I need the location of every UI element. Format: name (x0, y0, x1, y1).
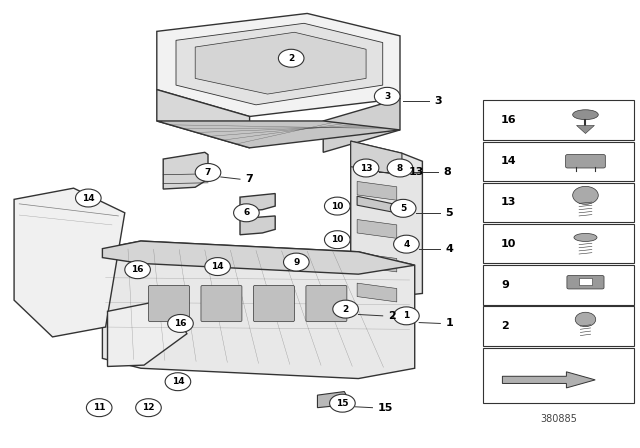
Polygon shape (163, 152, 208, 189)
Bar (579, 278, 592, 285)
Text: 7: 7 (205, 168, 211, 177)
Polygon shape (102, 241, 415, 379)
Polygon shape (14, 188, 125, 337)
Circle shape (394, 235, 419, 253)
Text: 1: 1 (403, 311, 410, 320)
Polygon shape (240, 216, 275, 235)
Polygon shape (357, 220, 397, 238)
Text: 3: 3 (434, 96, 442, 106)
Text: 2: 2 (288, 54, 294, 63)
Circle shape (374, 87, 400, 105)
Circle shape (284, 253, 309, 271)
Text: 12: 12 (142, 403, 155, 412)
Text: 10: 10 (331, 202, 344, 211)
Bar (483, 142, 634, 181)
Text: 380885: 380885 (540, 414, 577, 424)
Polygon shape (577, 125, 595, 134)
Bar (483, 306, 634, 346)
Circle shape (76, 189, 101, 207)
Circle shape (168, 314, 193, 332)
Text: 13: 13 (408, 168, 424, 177)
Circle shape (387, 159, 413, 177)
Polygon shape (157, 13, 400, 116)
Text: 16: 16 (131, 265, 144, 274)
FancyBboxPatch shape (201, 285, 242, 322)
Text: 11: 11 (93, 403, 106, 412)
Text: 2: 2 (388, 311, 396, 321)
Text: 16: 16 (174, 319, 187, 328)
Text: 15: 15 (378, 403, 393, 413)
Text: 4: 4 (403, 240, 410, 249)
Text: 7: 7 (245, 174, 253, 184)
Bar (483, 348, 634, 403)
Circle shape (333, 300, 358, 318)
Circle shape (390, 199, 416, 217)
Polygon shape (157, 90, 250, 148)
Circle shape (573, 186, 598, 204)
Text: 13: 13 (501, 198, 516, 207)
Polygon shape (317, 392, 349, 408)
Text: 13: 13 (360, 164, 372, 172)
Circle shape (165, 373, 191, 391)
Circle shape (330, 394, 355, 412)
Text: 9: 9 (501, 280, 509, 290)
Text: 14: 14 (172, 377, 184, 386)
Text: 2: 2 (501, 321, 509, 331)
Circle shape (324, 231, 350, 249)
Text: 8: 8 (444, 168, 451, 177)
Bar (483, 265, 634, 305)
Bar (483, 100, 634, 140)
Text: 5: 5 (400, 204, 406, 213)
Text: 8: 8 (397, 164, 403, 172)
Circle shape (125, 261, 150, 279)
Circle shape (394, 307, 419, 325)
Text: 10: 10 (501, 239, 516, 249)
Text: 6: 6 (243, 208, 250, 217)
FancyBboxPatch shape (567, 276, 604, 289)
Text: 14: 14 (211, 262, 224, 271)
Polygon shape (323, 99, 400, 152)
Bar (483, 183, 634, 222)
Polygon shape (195, 32, 366, 94)
Polygon shape (102, 241, 415, 274)
Polygon shape (108, 299, 187, 366)
Polygon shape (157, 121, 400, 148)
Polygon shape (502, 372, 595, 388)
Text: 14: 14 (501, 156, 516, 166)
Circle shape (205, 258, 230, 276)
Text: 1: 1 (445, 319, 453, 328)
Bar (483, 224, 634, 263)
Ellipse shape (574, 233, 597, 241)
Polygon shape (357, 196, 403, 214)
Polygon shape (176, 23, 383, 105)
Text: 5: 5 (445, 208, 453, 218)
Circle shape (575, 312, 596, 327)
FancyBboxPatch shape (566, 155, 605, 168)
Text: 3: 3 (384, 92, 390, 101)
Polygon shape (357, 181, 397, 200)
FancyBboxPatch shape (148, 285, 189, 322)
Ellipse shape (573, 110, 598, 120)
Polygon shape (240, 194, 275, 211)
Text: 14: 14 (82, 194, 95, 202)
Circle shape (195, 164, 221, 181)
FancyBboxPatch shape (306, 285, 347, 322)
Circle shape (353, 159, 379, 177)
FancyBboxPatch shape (253, 285, 294, 322)
Circle shape (86, 399, 112, 417)
Circle shape (136, 399, 161, 417)
Circle shape (234, 204, 259, 222)
Text: 4: 4 (445, 244, 453, 254)
Circle shape (278, 49, 304, 67)
Text: 2: 2 (342, 305, 349, 314)
Polygon shape (357, 253, 397, 272)
Polygon shape (351, 141, 422, 301)
Polygon shape (351, 141, 402, 176)
Text: 15: 15 (336, 399, 349, 408)
Text: 16: 16 (501, 115, 516, 125)
Polygon shape (357, 283, 397, 302)
Text: 9: 9 (293, 258, 300, 267)
Text: 10: 10 (331, 235, 344, 244)
Circle shape (324, 197, 350, 215)
